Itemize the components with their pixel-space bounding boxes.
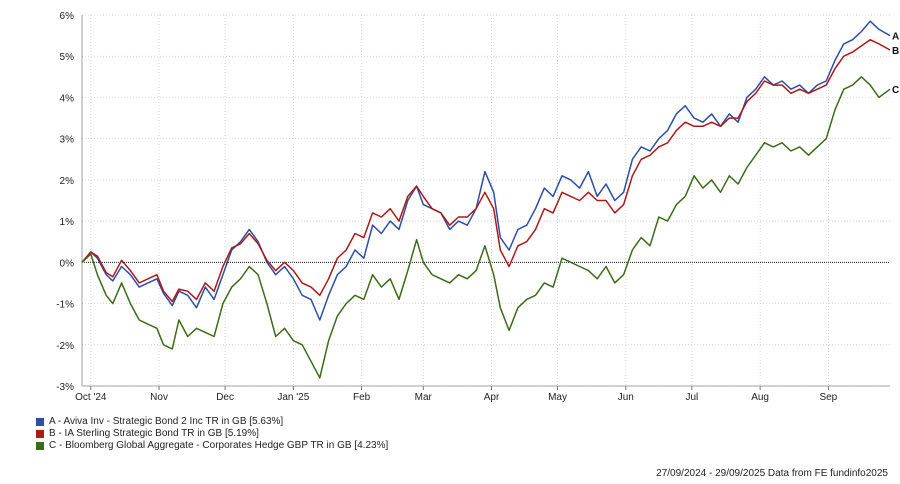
y-tick-label: -2%: [56, 341, 74, 352]
series-end-labels: AB C: [892, 32, 899, 97]
series-line-a: [81, 20, 891, 321]
x-tick-label: Dec: [216, 392, 234, 403]
x-tick-label: Jun: [618, 392, 634, 403]
legend-swatch-c: [36, 442, 44, 450]
x-tick-label: Mar: [415, 392, 433, 403]
legend-label-b: B - IA Sterling Strategic Bond TR in GB …: [49, 428, 259, 439]
series-line-c: [81, 76, 891, 379]
y-tick-label: -1%: [56, 300, 74, 311]
legend-swatch-a: [36, 418, 44, 426]
legend-label-a: A - Aviva Inv - Strategic Bond 2 Inc TR …: [49, 416, 284, 427]
x-tick-label: May: [548, 392, 567, 403]
series-lines: [81, 20, 891, 379]
y-tick-label: 4%: [60, 93, 75, 104]
y-tick-label: 0%: [60, 258, 75, 269]
y-tick-label: -3%: [56, 382, 74, 393]
x-tick-label: Sep: [819, 392, 837, 403]
x-axis: Oct '24 Nov Dec Jan '25 Feb Mar Apr May Jun Jul Au…: [75, 385, 890, 403]
x-tick-label: Jan '25: [277, 392, 309, 403]
y-axis: 6% 5% 4% 3% 2% 1% 0% -1% -2% -3%: [56, 11, 83, 393]
y-tick-label: 2%: [60, 176, 75, 187]
x-tick-label: Feb: [353, 392, 371, 403]
x-tick-label: Jul: [685, 392, 698, 403]
y-tick-label: 5%: [60, 52, 75, 63]
y-tick-label: 3%: [60, 135, 75, 146]
legend: A - Aviva Inv - Strategic Bond 2 Inc TR …: [36, 416, 388, 452]
legend-item-b: B - IA Sterling Strategic Bond TR in GB …: [36, 428, 388, 440]
series-line-b: [81, 38, 891, 303]
x-tick-label: Oct '24: [75, 392, 107, 403]
series-end-label-a: A: [892, 32, 899, 43]
x-tick-label: Nov: [150, 392, 168, 403]
legend-item-c: C - Bloomberg Global Aggregate - Corpora…: [36, 440, 388, 452]
y-tick-label: 6%: [60, 11, 75, 22]
x-tick-label: Aug: [751, 392, 769, 403]
series-end-label-b: B: [892, 46, 899, 57]
y-tick-label: 1%: [60, 217, 75, 228]
legend-item-a: A - Aviva Inv - Strategic Bond 2 Inc TR …: [36, 416, 388, 428]
legend-swatch-b: [36, 430, 44, 438]
data-source-footer: 27/09/2024 - 29/09/2025 Data from FE fun…: [656, 468, 888, 479]
series-end-label-c: C: [892, 85, 899, 96]
grid: [82, 14, 890, 387]
x-tick-label: Apr: [484, 392, 500, 403]
legend-label-c: C - Bloomberg Global Aggregate - Corpora…: [49, 440, 389, 451]
